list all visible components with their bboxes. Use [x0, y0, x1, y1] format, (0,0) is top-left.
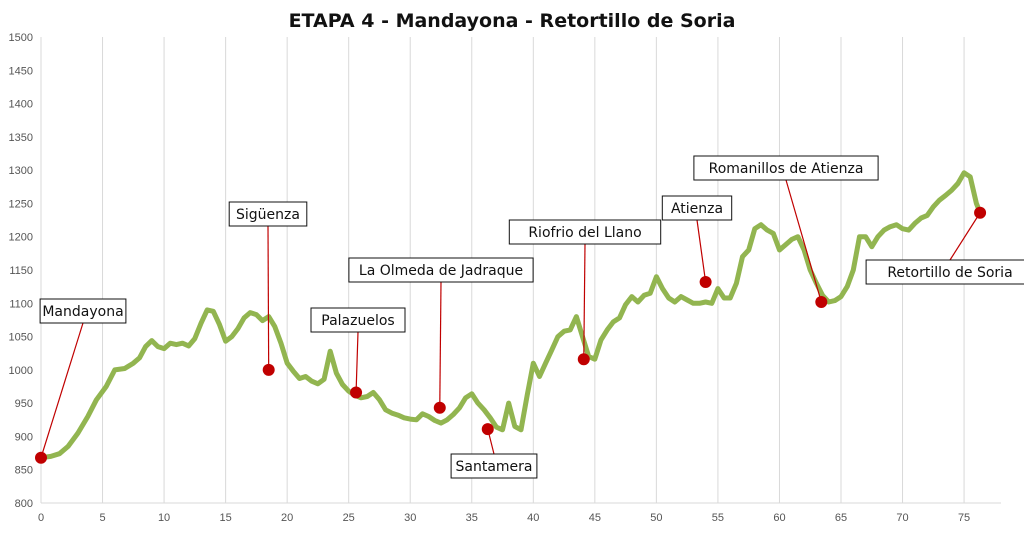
y-tick-label: 1150: [9, 265, 33, 277]
leader-line: [949, 212, 981, 261]
leader-line: [439, 281, 442, 408]
x-tick-label: 60: [773, 512, 785, 524]
leader-line: [583, 243, 586, 360]
y-tick-label: 1450: [9, 65, 33, 77]
label-box: [450, 453, 538, 479]
location-label: Atienza: [671, 201, 723, 217]
label-box: [348, 257, 534, 283]
annotation-labels: Mandayona Sigüenza Palazuelos La Olmeda de …: [39, 155, 1024, 479]
location-label: Mandayona: [42, 304, 123, 320]
x-tick-label: 25: [343, 512, 355, 524]
location-marker: [815, 295, 828, 308]
location-marker: [974, 206, 987, 219]
x-tick-label: 40: [527, 512, 539, 524]
x-tick-label: 20: [281, 512, 293, 524]
y-tick-label: 950: [15, 398, 33, 410]
x-tick-label: 0: [38, 512, 44, 524]
x-tick-label: 50: [650, 512, 662, 524]
leader-line: [696, 219, 707, 283]
label-box: [508, 219, 662, 245]
location-marker: [699, 275, 712, 288]
y-tick-label: 1100: [9, 298, 33, 310]
location-marker: [577, 353, 590, 366]
location-marker: [35, 451, 47, 464]
x-tick-label: 70: [896, 512, 908, 524]
leader-line: [355, 331, 359, 393]
x-tick-label: 10: [158, 512, 170, 524]
y-tick-label: 1500: [9, 32, 33, 44]
label-box: [865, 259, 1024, 285]
y-tick-label: 1000: [9, 365, 33, 377]
y-tick-label: 1300: [9, 165, 33, 177]
location-marker: [433, 401, 446, 414]
location-label: Riofrio del Llano: [528, 225, 641, 241]
y-tick-label: 1400: [9, 99, 33, 111]
location-label: Palazuelos: [321, 313, 394, 329]
grid-lines: [102, 37, 965, 503]
x-tick-label: 65: [835, 512, 847, 524]
label-box: [310, 307, 406, 333]
label-box: [228, 201, 308, 227]
x-tick-label: 75: [958, 512, 970, 524]
x-tick-label: 55: [712, 512, 724, 524]
y-tick-label: 850: [15, 465, 33, 477]
x-tick-label: 45: [589, 512, 601, 524]
label-box: [39, 298, 127, 324]
location-label: La Olmeda de Jadraque: [359, 263, 523, 279]
elevation-series: [38, 170, 983, 461]
location-marker: [350, 386, 363, 399]
location-marker: [262, 363, 275, 376]
elevation-line: [38, 170, 983, 461]
location-label: Retortillo de Soria: [887, 265, 1012, 281]
annotation-markers: [35, 206, 987, 464]
tick-labels: 8008509009501000105011001150120012501300…: [9, 32, 971, 524]
leader-line: [267, 225, 270, 370]
y-tick-label: 1050: [9, 332, 33, 344]
leader-line: [785, 179, 822, 303]
location-marker: [481, 423, 494, 436]
location-label: Romanillos de Atienza: [709, 161, 864, 177]
x-tick-label: 15: [219, 512, 231, 524]
label-box: [693, 155, 879, 181]
x-tick-label: 35: [466, 512, 478, 524]
x-tick-label: 5: [99, 512, 105, 524]
leader-line: [40, 322, 84, 458]
y-tick-label: 1200: [9, 232, 33, 244]
y-tick-label: 1250: [9, 198, 33, 210]
label-box: [661, 195, 733, 221]
y-tick-label: 800: [15, 498, 33, 510]
location-label: Santamera: [456, 459, 533, 475]
chart-title: ETAPA 4 - Mandayona - Retortillo de Sori…: [288, 10, 736, 32]
axes: [40, 37, 1001, 504]
y-tick-label: 1350: [9, 132, 33, 144]
x-tick-label: 30: [404, 512, 416, 524]
y-tick-label: 900: [15, 431, 33, 443]
location-label: Sigüenza: [236, 207, 300, 223]
